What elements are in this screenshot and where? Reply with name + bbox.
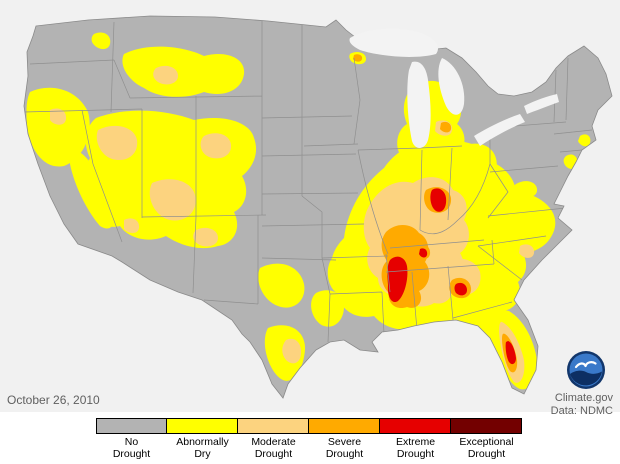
d1-region	[200, 133, 232, 159]
legend-label-line: Exceptional	[459, 436, 514, 448]
legend-swatch	[238, 418, 309, 434]
d1-region	[96, 125, 138, 161]
legend-label: Abnormally Dry	[167, 436, 238, 460]
legend-row: No Drought Abnormally Dry Moderate Droug…	[96, 418, 522, 460]
d0-region	[122, 46, 245, 97]
d1-region	[149, 179, 196, 221]
legend-item-extreme-drought: Extreme Drought	[380, 418, 451, 460]
d3-region	[454, 282, 467, 296]
d0-region	[26, 87, 90, 167]
d0-region	[578, 134, 591, 147]
legend-swatch	[167, 418, 238, 434]
d0-region	[311, 290, 344, 327]
legend-item-no-drought: No Drought	[96, 418, 167, 460]
great-lakes	[349, 28, 559, 149]
seagull-icon	[574, 361, 597, 369]
legend-label: No Drought	[96, 436, 167, 460]
d0-region	[452, 143, 497, 188]
d2-region	[353, 54, 363, 62]
legend-swatch	[380, 418, 451, 434]
legend-label: Severe Drought	[309, 436, 380, 460]
legend-label-line: Drought	[467, 447, 506, 460]
legend-item-exceptional-drought: Exceptional Drought	[451, 418, 522, 460]
d2-region	[440, 121, 452, 133]
lake-michigan	[407, 61, 431, 149]
lake-huron	[438, 58, 465, 115]
legend-label-line: Severe	[327, 436, 362, 448]
d1-region	[50, 108, 67, 125]
noaa-logo	[567, 351, 605, 389]
d0-region	[91, 32, 111, 50]
map-area	[0, 0, 620, 412]
d1-region	[193, 227, 218, 247]
legend-swatch	[96, 418, 167, 434]
lake-superior	[349, 28, 438, 57]
d3-region	[387, 256, 408, 303]
legend-swatch	[309, 418, 380, 434]
d0-region	[258, 263, 305, 308]
legend-label-line: Extreme	[395, 436, 436, 448]
d1-region	[153, 65, 178, 85]
legend-label-line: Drought	[112, 447, 151, 460]
state-borders	[24, 20, 593, 343]
legend-label: Moderate Drought	[238, 436, 309, 460]
d3-region	[419, 248, 428, 258]
attribution-data: Data: NDMC	[550, 405, 613, 417]
d1-region	[124, 218, 140, 233]
legend-label-line: Drought	[396, 447, 435, 460]
d3-region	[505, 341, 516, 365]
d1-region	[519, 244, 535, 258]
legend-label: Exceptional Drought	[451, 436, 522, 460]
legend-label-line: No	[124, 436, 139, 448]
d3-extreme-drought-layer	[387, 188, 516, 365]
legend-label: Extreme Drought	[380, 436, 451, 460]
lake-ontario	[524, 94, 559, 114]
d0-region	[513, 181, 538, 198]
attribution: Climate.gov Data: NDMC	[551, 392, 613, 418]
legend-swatch	[451, 418, 522, 434]
date-label: October 26, 2010	[7, 393, 100, 407]
legend-label-line: Dry	[194, 447, 211, 460]
attribution-source: Climate.gov	[554, 392, 613, 404]
legend-item-severe-drought: Severe Drought	[309, 418, 380, 460]
legend-item-abnormally-dry: Abnormally Dry	[167, 418, 238, 460]
d3-region	[430, 188, 447, 212]
d1-region	[282, 338, 302, 364]
us-drought-map	[23, 15, 613, 399]
legend-label-line: Moderate	[251, 436, 296, 448]
legend-item-moderate-drought: Moderate Drought	[238, 418, 309, 460]
drought-legend: No Drought Abnormally Dry Moderate Droug…	[96, 418, 522, 460]
legend-label-line: Abnormally	[176, 436, 229, 448]
lake-erie	[474, 114, 525, 146]
legend-label-line: Drought	[254, 447, 293, 460]
legend-label-line: Drought	[325, 447, 364, 460]
